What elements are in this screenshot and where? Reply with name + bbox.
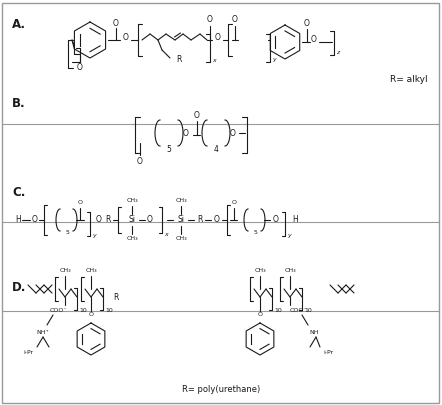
Text: O: O	[77, 64, 83, 72]
Text: NH: NH	[309, 330, 319, 335]
Text: O: O	[232, 200, 236, 205]
Text: Si: Si	[178, 215, 184, 224]
Text: CH₃: CH₃	[175, 237, 187, 241]
Text: O: O	[230, 128, 236, 138]
Text: 4: 4	[213, 145, 218, 153]
Text: R: R	[113, 292, 119, 301]
Text: 10: 10	[274, 309, 282, 313]
Text: O: O	[207, 15, 213, 24]
Text: O: O	[183, 128, 189, 138]
Text: A.: A.	[12, 18, 26, 31]
Text: R= alkyl: R= alkyl	[390, 75, 427, 85]
Text: CH₃: CH₃	[59, 269, 71, 273]
Text: COO⁻: COO⁻	[289, 307, 307, 313]
Text: y: y	[92, 234, 96, 239]
Text: 5: 5	[167, 145, 171, 153]
Text: O: O	[77, 200, 83, 205]
Text: O: O	[194, 111, 200, 119]
Text: R= poly(urethane): R= poly(urethane)	[182, 384, 260, 394]
Text: COO⁻: COO⁻	[49, 307, 67, 313]
Text: 5: 5	[65, 230, 69, 234]
Text: x: x	[212, 58, 216, 62]
Text: NH⁺: NH⁺	[37, 330, 50, 335]
Text: H: H	[292, 215, 298, 224]
Text: CH₃: CH₃	[85, 269, 97, 273]
Text: O: O	[113, 19, 119, 28]
Text: D.: D.	[12, 281, 27, 294]
Text: O: O	[88, 313, 94, 318]
Text: CH₃: CH₃	[126, 237, 138, 241]
Text: O: O	[311, 36, 317, 45]
Text: O: O	[232, 15, 238, 24]
Text: H: H	[15, 215, 21, 224]
Text: O: O	[258, 313, 263, 318]
Text: O: O	[273, 215, 279, 224]
Text: R: R	[105, 215, 110, 224]
Text: 10: 10	[105, 309, 113, 313]
Text: O: O	[304, 19, 310, 28]
Text: B.: B.	[12, 97, 26, 110]
Text: Si: Si	[129, 215, 136, 224]
Text: 10: 10	[304, 309, 312, 313]
Text: CH₃: CH₃	[254, 269, 266, 273]
Text: y: y	[287, 234, 291, 239]
Text: O: O	[214, 215, 220, 224]
Text: R: R	[197, 215, 203, 224]
Text: z: z	[336, 51, 339, 55]
Text: R: R	[176, 55, 181, 64]
Text: 10: 10	[79, 309, 87, 313]
Text: CH₃: CH₃	[126, 198, 138, 203]
Text: i-Pr: i-Pr	[23, 350, 33, 356]
Text: y: y	[272, 58, 276, 62]
Text: CH₃: CH₃	[284, 269, 296, 273]
Text: O: O	[123, 34, 129, 43]
Text: O: O	[32, 215, 38, 224]
Text: CH₃: CH₃	[175, 198, 187, 203]
Text: O: O	[96, 215, 102, 224]
Text: C.: C.	[12, 186, 25, 199]
Text: i-Pr: i-Pr	[323, 350, 333, 356]
Text: x: x	[164, 232, 168, 237]
Text: O: O	[215, 34, 221, 43]
Text: O: O	[147, 215, 153, 224]
Text: 5: 5	[253, 230, 257, 234]
Text: O: O	[137, 156, 143, 166]
